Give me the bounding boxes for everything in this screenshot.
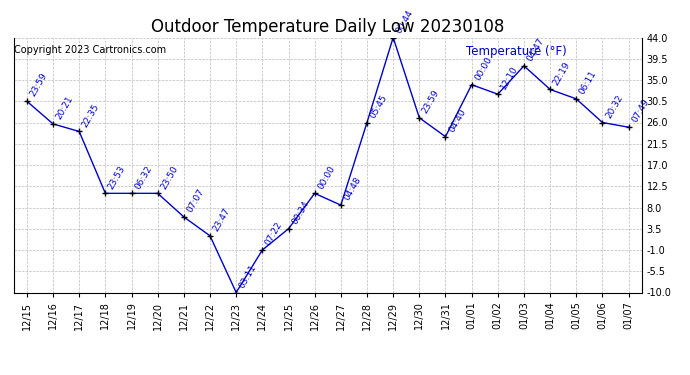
Text: 00:34: 00:34: [290, 199, 310, 226]
Text: 06:11: 06:11: [578, 69, 598, 96]
Text: 04:48: 04:48: [342, 176, 363, 202]
Text: 00:44: 00:44: [395, 8, 415, 35]
Text: 07:49: 07:49: [630, 98, 651, 124]
Text: 06:32: 06:32: [133, 164, 154, 190]
Title: Outdoor Temperature Daily Low 20230108: Outdoor Temperature Daily Low 20230108: [151, 18, 504, 36]
Text: 07:07: 07:07: [185, 187, 206, 214]
Text: 23:59: 23:59: [421, 88, 442, 115]
Text: 23:53: 23:53: [107, 164, 128, 190]
Text: 22:35: 22:35: [81, 102, 101, 129]
Text: 23:50: 23:50: [159, 164, 180, 190]
Text: 04:47: 04:47: [525, 36, 546, 63]
Text: 20:32: 20:32: [604, 93, 624, 120]
Text: 00:00: 00:00: [473, 55, 494, 82]
Text: 23:59: 23:59: [28, 72, 49, 99]
Text: 00:00: 00:00: [316, 164, 337, 190]
Text: 03:11: 03:11: [237, 263, 258, 290]
Text: 07:22: 07:22: [264, 220, 284, 247]
Text: Temperature (°F): Temperature (°F): [466, 45, 566, 58]
Text: 04:40: 04:40: [447, 107, 468, 134]
Text: 05:45: 05:45: [368, 93, 389, 120]
Text: 12:10: 12:10: [499, 64, 520, 92]
Text: 22:19: 22:19: [551, 60, 572, 87]
Text: Copyright 2023 Cartronics.com: Copyright 2023 Cartronics.com: [14, 45, 166, 55]
Text: 23:47: 23:47: [211, 206, 232, 233]
Text: 20:21: 20:21: [55, 94, 75, 121]
